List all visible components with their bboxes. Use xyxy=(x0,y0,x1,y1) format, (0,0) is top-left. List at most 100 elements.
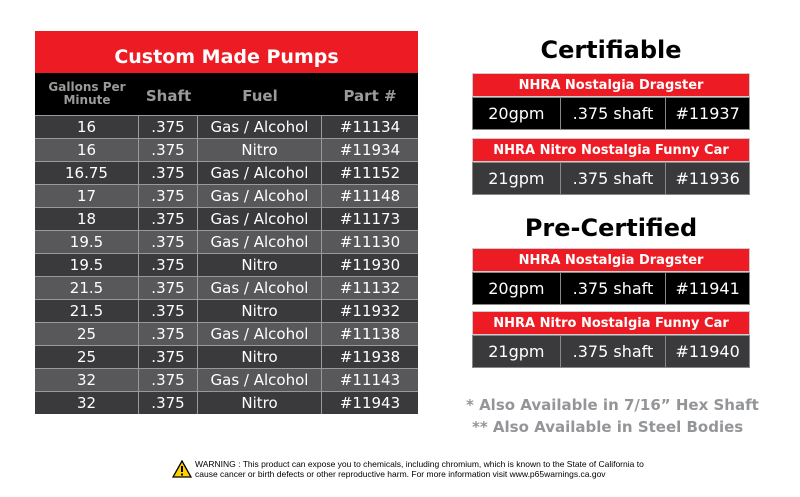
gpm-cell: 25 xyxy=(35,323,139,345)
shaft-cell: .375 xyxy=(139,116,198,138)
part-cell: #11132 xyxy=(339,279,401,297)
table-title: Custom Made Pumps xyxy=(35,31,418,73)
fuel-cell: Nitro xyxy=(198,139,322,161)
warning-line-1: WARNING : This product can expose you to… xyxy=(195,459,644,469)
gpm-cell: 16 xyxy=(35,116,139,138)
shaft-cell: .375 xyxy=(139,139,198,161)
table-row: 21.5.375 Gas / Alcohol #11132 xyxy=(35,276,418,299)
custom-pumps-table: Custom Made Pumps Gallons Per Minute Sha… xyxy=(35,31,418,414)
table-row: 32.375 Gas / Alcohol #11143 xyxy=(35,368,418,391)
gpm-cell: 19.5 xyxy=(35,254,139,276)
fuel-cell: Gas / Alcohol xyxy=(198,369,322,391)
table-row: 32.375 Nitro #11943 xyxy=(35,391,418,414)
box-title: NHRA Nitro Nostalgia Funny Car xyxy=(472,311,750,335)
shaft-cell: .375 xyxy=(139,231,198,253)
shaft-cell: .375 shaft xyxy=(561,273,667,304)
gpm-cell: 32 xyxy=(35,392,139,414)
certifiable-title: Certifiable xyxy=(540,36,682,64)
table-row: 19.5.375 Gas / Alcohol #11130 xyxy=(35,230,418,253)
part-cell: #11130 xyxy=(339,233,401,251)
note-hex-shaft: * Also Available in 7/16” Hex Shaft xyxy=(466,396,759,414)
shaft-cell: .375 xyxy=(139,254,198,276)
note-steel-bodies: ** Also Available in Steel Bodies xyxy=(472,418,744,436)
gpm-cell: 25 xyxy=(35,346,139,368)
shaft-cell: .375 xyxy=(139,277,198,299)
part-cell: #11932 xyxy=(339,302,401,320)
table-row: 16.375 Gas / Alcohol #11134 xyxy=(35,115,418,138)
gpm-cell: 18 xyxy=(35,208,139,230)
table-row: 19.5.375 Nitro #11930 xyxy=(35,253,418,276)
table-row: 25.375 Gas / Alcohol #11138 xyxy=(35,322,418,345)
box-title: NHRA Nostalgia Dragster xyxy=(472,73,750,97)
prop65-warning: WARNING : This product can expose you to… xyxy=(172,459,644,479)
fuel-cell: Gas / Alcohol xyxy=(198,185,322,207)
table-row: 21.5.375 Nitro #11932 xyxy=(35,299,418,322)
shaft-cell: .375 shaft xyxy=(561,336,667,367)
shaft-cell: .375 shaft xyxy=(561,163,667,194)
shaft-cell: .375 xyxy=(139,208,198,230)
gpm-cell: 21.5 xyxy=(35,277,139,299)
fuel-cell: Gas / Alcohol xyxy=(198,162,322,184)
part-cell: #11143 xyxy=(339,371,401,389)
gpm-cell: 21gpm xyxy=(473,336,561,367)
table-row: 17.375 Gas / Alcohol #11148 xyxy=(35,184,418,207)
table-header-row: Gallons Per Minute Shaft Fuel Part # xyxy=(35,73,418,115)
part-cell: #11934 xyxy=(339,141,401,159)
shaft-cell: .375 xyxy=(139,162,198,184)
table-row: 25.375 Nitro #11938 xyxy=(35,345,418,368)
shaft-cell: .375 xyxy=(139,300,198,322)
shaft-cell: .375 xyxy=(139,185,198,207)
part-cell: #11152 xyxy=(339,164,401,182)
gpm-cell: 20gpm xyxy=(473,98,561,129)
pre-certified-box-funny-car: NHRA Nitro Nostalgia Funny Car 21gpm .375… xyxy=(472,311,750,368)
shaft-cell: .375 xyxy=(139,323,198,345)
part-cell: #11938 xyxy=(339,348,401,366)
box-title: NHRA Nitro Nostalgia Funny Car xyxy=(472,138,750,162)
fuel-cell: Nitro xyxy=(198,254,322,276)
certifiable-box-dragster: NHRA Nostalgia Dragster 20gpm .375 shaft #… xyxy=(472,73,750,130)
table-row: 18.375 Gas / Alcohol #11173 xyxy=(35,207,418,230)
fuel-cell: Gas / Alcohol xyxy=(198,208,322,230)
fuel-cell: Nitro xyxy=(198,392,322,414)
part-cell: #11940 xyxy=(675,342,740,361)
warning-triangle-icon xyxy=(172,460,192,478)
part-cell: #11930 xyxy=(339,256,401,274)
part-cell: #11134 xyxy=(339,118,401,136)
header-fuel: Fuel xyxy=(242,87,278,105)
fuel-cell: Gas / Alcohol xyxy=(198,323,322,345)
certifiable-box-funny-car: NHRA Nitro Nostalgia Funny Car 21gpm .375… xyxy=(472,138,750,195)
fuel-cell: Nitro xyxy=(198,300,322,322)
pre-certified-title: Pre-Certified xyxy=(524,214,698,242)
table-row: 16.375 Nitro #11934 xyxy=(35,138,418,161)
warning-line-2: cause cancer or birth defects or other r… xyxy=(195,469,606,479)
part-cell: #11173 xyxy=(339,210,401,228)
header-part: Part # xyxy=(343,87,397,105)
part-cell: #11138 xyxy=(339,325,401,343)
gpm-cell: 32 xyxy=(35,369,139,391)
fuel-cell: Gas / Alcohol xyxy=(198,231,322,253)
fuel-cell: Gas / Alcohol xyxy=(198,277,322,299)
shaft-cell: .375 xyxy=(139,369,198,391)
part-cell: #11941 xyxy=(675,279,740,298)
gpm-cell: 21.5 xyxy=(35,300,139,322)
header-gpm: Gallons Per Minute xyxy=(48,80,126,107)
part-cell: #11937 xyxy=(675,104,740,123)
shaft-cell: .375 shaft xyxy=(561,98,667,129)
box-title: NHRA Nostalgia Dragster xyxy=(472,248,750,272)
part-cell: #11148 xyxy=(339,187,401,205)
header-shaft: Shaft xyxy=(145,87,192,105)
part-cell: #11936 xyxy=(675,169,740,188)
fuel-cell: Gas / Alcohol xyxy=(198,116,322,138)
gpm-cell: 20gpm xyxy=(473,273,561,304)
gpm-cell: 19.5 xyxy=(35,231,139,253)
fuel-cell: Nitro xyxy=(198,346,322,368)
table-row: 16.75.375 Gas / Alcohol #11152 xyxy=(35,161,418,184)
shaft-cell: .375 xyxy=(139,346,198,368)
shaft-cell: .375 xyxy=(139,392,198,414)
gpm-cell: 16.75 xyxy=(35,162,139,184)
gpm-cell: 21gpm xyxy=(473,163,561,194)
pre-certified-box-dragster: NHRA Nostalgia Dragster 20gpm .375 shaft #… xyxy=(472,248,750,305)
gpm-cell: 17 xyxy=(35,185,139,207)
part-cell: #11943 xyxy=(339,394,401,412)
gpm-cell: 16 xyxy=(35,139,139,161)
